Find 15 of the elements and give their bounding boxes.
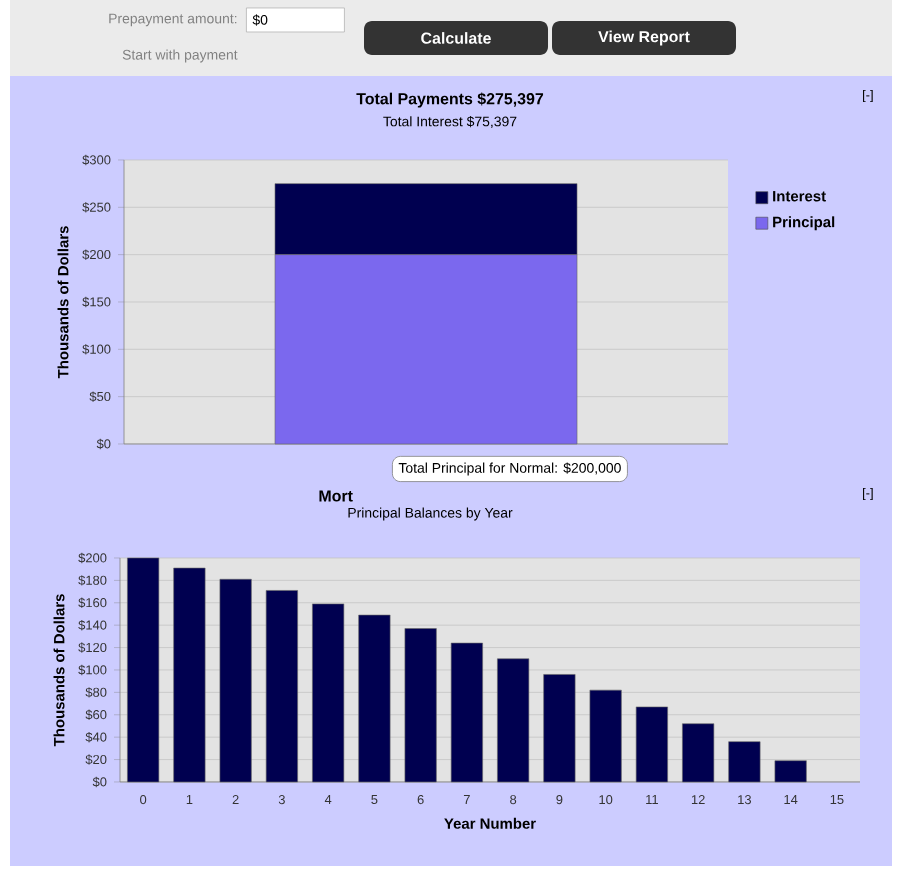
bar (265, 590, 298, 783)
bar (497, 658, 530, 783)
bar (358, 614, 391, 783)
bar (543, 674, 576, 783)
bar (728, 741, 761, 783)
bar (682, 723, 715, 783)
bar (589, 689, 622, 783)
bar (774, 760, 807, 783)
bar (219, 578, 252, 783)
bar (127, 557, 160, 783)
bar (312, 603, 345, 783)
bar (450, 642, 483, 783)
bar (635, 706, 668, 783)
bar (173, 567, 206, 783)
bar (404, 628, 437, 783)
